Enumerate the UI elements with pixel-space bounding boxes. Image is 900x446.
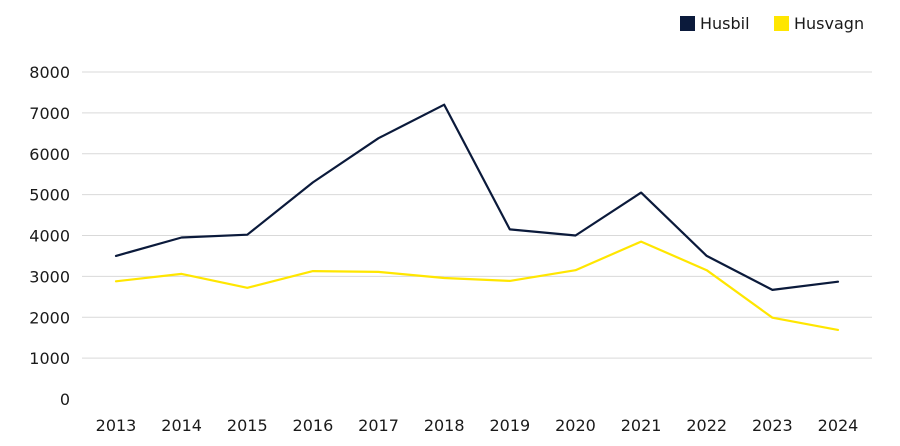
x-axis-ticks: 2013 2014 2015 2016 2017 2018 2019 2020 2021 2022…	[96, 416, 859, 435]
y-tick-label: 5000	[29, 186, 70, 205]
x-tick-label: 2022	[686, 416, 727, 435]
x-tick-label: 2021	[621, 416, 662, 435]
x-tick-label: 2013	[96, 416, 137, 435]
series-lines	[114, 103, 840, 331]
x-tick-label: 2019	[489, 416, 530, 435]
y-tick-label: 6000	[29, 145, 70, 164]
series-line-husvagn	[114, 240, 840, 331]
legend-swatch-husvagn	[774, 16, 789, 31]
y-tick-label: 1000	[29, 349, 70, 368]
legend: Husbil Husvagn	[680, 14, 864, 33]
x-tick-label: 2024	[818, 416, 859, 435]
series-line-husbil	[114, 103, 840, 291]
x-tick-label: 2023	[752, 416, 793, 435]
y-tick-label: 3000	[29, 267, 70, 286]
y-tick-label: 0	[60, 390, 70, 409]
x-tick-label: 2018	[424, 416, 465, 435]
x-tick-label: 2016	[293, 416, 334, 435]
y-axis-ticks: 0 1000 2000 3000 4000 5000 6000 7000 8000	[29, 63, 70, 409]
x-tick-label: 2017	[358, 416, 399, 435]
legend-label-husbil: Husbil	[700, 14, 750, 33]
gridlines	[82, 71, 872, 359]
x-tick-label: 2020	[555, 416, 596, 435]
legend-swatch-husbil	[680, 16, 695, 31]
legend-label-husvagn: Husvagn	[794, 14, 864, 33]
y-tick-label: 8000	[29, 63, 70, 82]
y-tick-label: 4000	[29, 227, 70, 246]
y-tick-label: 7000	[29, 104, 70, 123]
y-tick-label: 2000	[29, 308, 70, 327]
x-tick-label: 2015	[227, 416, 268, 435]
x-tick-label: 2014	[161, 416, 202, 435]
